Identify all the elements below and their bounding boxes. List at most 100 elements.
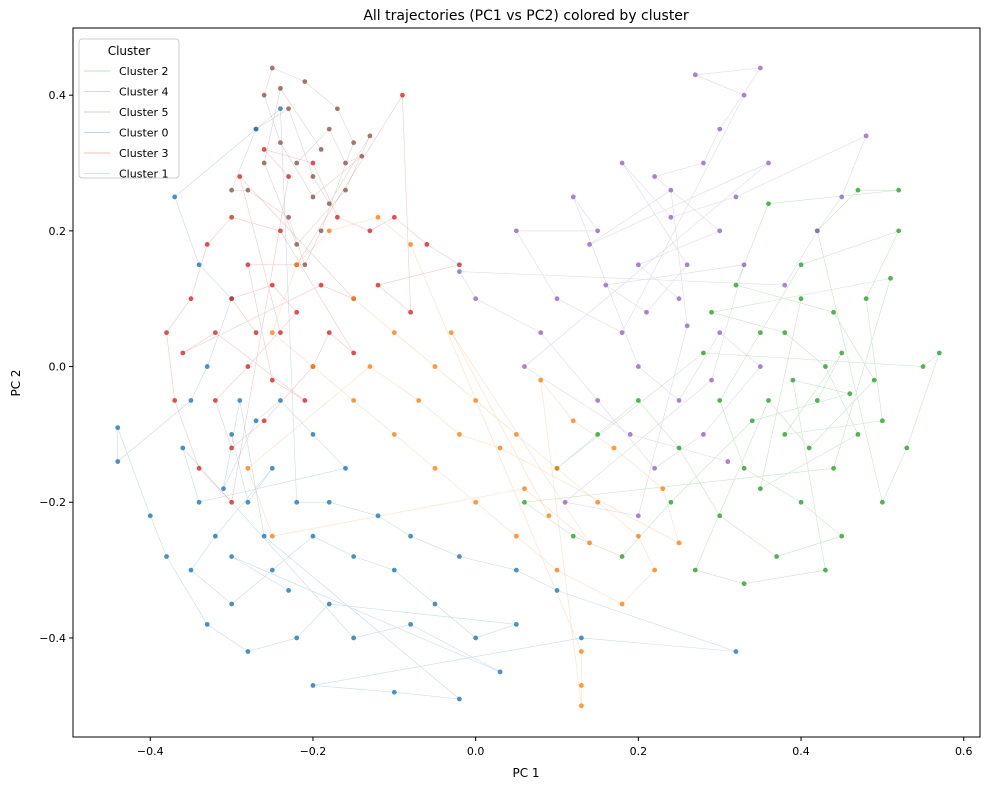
point-cluster-4 bbox=[741, 92, 747, 98]
point-cluster-5 bbox=[326, 126, 332, 132]
point-cluster-0 bbox=[278, 398, 283, 403]
point-cluster-4 bbox=[733, 194, 739, 200]
point-cluster-4 bbox=[456, 269, 462, 274]
point-cluster-3 bbox=[456, 262, 462, 268]
point-cluster-2 bbox=[619, 554, 625, 559]
data-points bbox=[115, 65, 942, 709]
point-cluster-3 bbox=[278, 228, 283, 234]
point-cluster-3 bbox=[269, 282, 275, 288]
x-axis: −0.4 −0.2 0.0 0.2 0.4 0.6 bbox=[137, 737, 972, 758]
point-cluster-1 bbox=[432, 465, 438, 471]
point-cluster-2 bbox=[733, 282, 739, 288]
point-cluster-2 bbox=[936, 350, 942, 356]
point-cluster-3 bbox=[278, 330, 283, 336]
point-cluster-2 bbox=[831, 465, 836, 471]
point-cluster-4 bbox=[570, 194, 576, 200]
point-cluster-1 bbox=[522, 486, 527, 492]
point-cluster-0 bbox=[253, 126, 259, 132]
point-cluster-2 bbox=[855, 432, 861, 437]
point-cluster-4 bbox=[701, 432, 706, 437]
point-cluster-2 bbox=[741, 465, 747, 471]
point-cluster-3 bbox=[229, 296, 235, 302]
point-cluster-3 bbox=[375, 282, 381, 288]
point-cluster-0 bbox=[115, 459, 121, 464]
point-cluster-3 bbox=[367, 228, 373, 234]
chart-title: All trajectories (PC1 vs PC2) colored by… bbox=[363, 8, 689, 24]
point-cluster-5 bbox=[245, 187, 251, 193]
point-cluster-0 bbox=[554, 588, 560, 593]
point-cluster-4 bbox=[668, 214, 674, 220]
point-cluster-3 bbox=[245, 364, 251, 369]
point-cluster-0 bbox=[269, 465, 275, 471]
trajectory-line-cluster-3 bbox=[166, 94, 461, 503]
point-cluster-2 bbox=[814, 398, 820, 403]
point-cluster-1 bbox=[554, 567, 560, 573]
point-cluster-0 bbox=[326, 601, 332, 607]
point-cluster-5 bbox=[367, 133, 373, 139]
point-cluster-4 bbox=[538, 330, 544, 336]
point-cluster-2 bbox=[888, 275, 893, 281]
legend-entry: Cluster 2 bbox=[119, 65, 169, 78]
y-tick-label: 0.2 bbox=[49, 225, 67, 238]
point-cluster-3 bbox=[302, 398, 308, 403]
point-cluster-2 bbox=[757, 330, 763, 336]
point-cluster-4 bbox=[676, 398, 682, 403]
trajectory-line-cluster-0 bbox=[117, 108, 737, 700]
point-cluster-4 bbox=[619, 330, 625, 336]
point-cluster-4 bbox=[863, 133, 869, 139]
point-cluster-5 bbox=[229, 187, 235, 193]
point-cluster-1 bbox=[660, 486, 666, 492]
point-cluster-5 bbox=[261, 92, 267, 98]
point-cluster-5 bbox=[343, 187, 348, 193]
point-cluster-3 bbox=[391, 214, 397, 220]
point-cluster-4 bbox=[473, 296, 479, 302]
point-cluster-1 bbox=[595, 499, 601, 505]
point-cluster-0 bbox=[343, 465, 348, 471]
point-cluster-0 bbox=[408, 621, 413, 627]
trajectory-line-cluster-2 bbox=[523, 189, 940, 585]
point-cluster-2 bbox=[831, 309, 836, 315]
point-cluster-5 bbox=[261, 160, 267, 166]
point-cluster-3 bbox=[180, 350, 186, 356]
point-cluster-2 bbox=[782, 432, 788, 437]
legend-entry: Cluster 0 bbox=[119, 127, 169, 140]
point-cluster-1 bbox=[310, 364, 316, 369]
point-cluster-1 bbox=[546, 513, 552, 519]
point-cluster-2 bbox=[839, 533, 845, 539]
y-tick-label: −0.4 bbox=[39, 632, 66, 645]
point-cluster-2 bbox=[522, 499, 527, 505]
point-cluster-1 bbox=[513, 432, 519, 437]
point-cluster-3 bbox=[172, 398, 178, 403]
legend-box bbox=[78, 38, 180, 179]
point-cluster-4 bbox=[757, 364, 763, 369]
point-cluster-0 bbox=[294, 635, 300, 641]
point-cluster-1 bbox=[611, 445, 617, 451]
point-cluster-5 bbox=[269, 65, 275, 71]
point-cluster-0 bbox=[408, 533, 413, 539]
point-cluster-2 bbox=[701, 350, 706, 356]
point-cluster-0 bbox=[188, 398, 194, 403]
point-cluster-3 bbox=[326, 330, 332, 336]
point-cluster-3 bbox=[269, 377, 275, 383]
point-cluster-0 bbox=[221, 486, 226, 492]
point-cluster-2 bbox=[896, 187, 902, 193]
point-cluster-4 bbox=[717, 126, 723, 132]
point-cluster-3 bbox=[245, 262, 251, 268]
point-cluster-0 bbox=[326, 499, 332, 505]
point-cluster-2 bbox=[709, 309, 714, 315]
point-cluster-1 bbox=[554, 465, 560, 471]
point-cluster-0 bbox=[513, 621, 519, 627]
point-cluster-5 bbox=[302, 262, 308, 268]
point-cluster-3 bbox=[334, 214, 340, 220]
point-cluster-3 bbox=[253, 330, 259, 336]
point-cluster-2 bbox=[847, 391, 853, 397]
point-cluster-4 bbox=[644, 309, 649, 315]
point-cluster-0 bbox=[237, 398, 243, 403]
x-tick-label: 0.4 bbox=[792, 745, 810, 758]
point-cluster-0 bbox=[147, 513, 153, 519]
point-cluster-0 bbox=[188, 567, 194, 573]
point-cluster-3 bbox=[400, 92, 405, 98]
point-cluster-2 bbox=[741, 581, 747, 587]
point-cluster-0 bbox=[164, 554, 169, 559]
